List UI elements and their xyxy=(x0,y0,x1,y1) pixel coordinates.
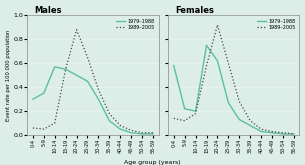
Text: Males: Males xyxy=(34,6,61,15)
Text: Age group (years): Age group (years) xyxy=(124,160,181,165)
Text: Females: Females xyxy=(175,6,214,15)
Legend: 1979–1988, 1989–2005: 1979–1988, 1989–2005 xyxy=(256,18,297,31)
Y-axis label: Event rate per 100 000 population: Event rate per 100 000 population xyxy=(5,30,11,121)
Legend: 1979–1988, 1989–2005: 1979–1988, 1989–2005 xyxy=(115,18,156,31)
